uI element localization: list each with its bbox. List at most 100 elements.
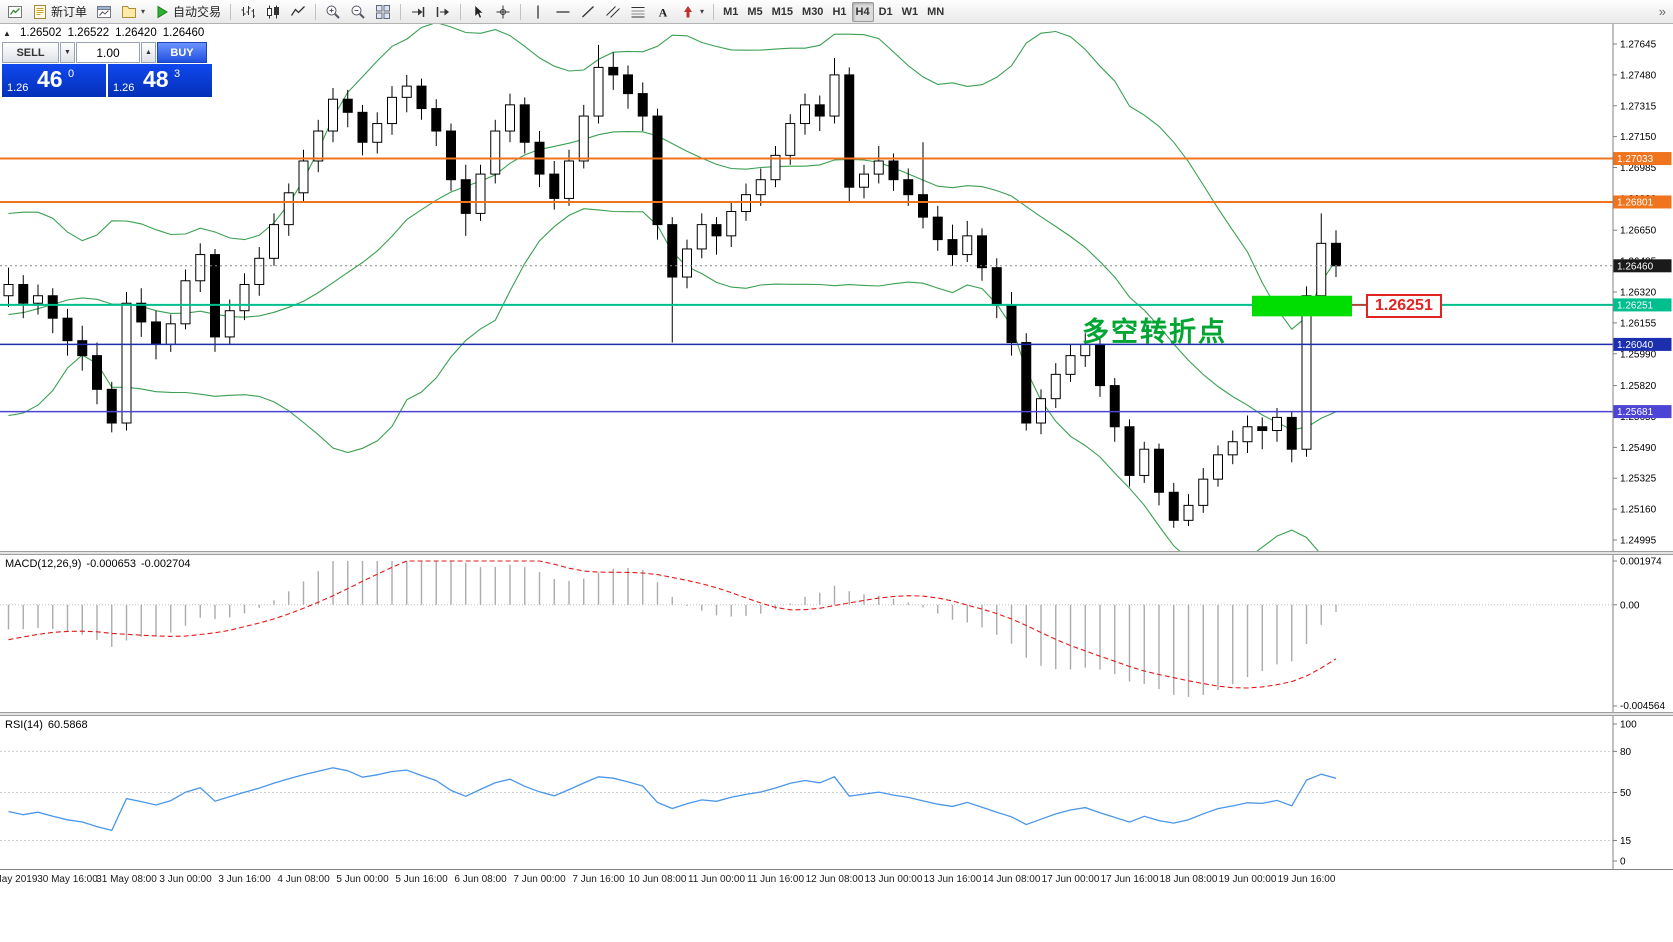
price-tag [1613, 337, 1672, 351]
panel-splitter-rsi[interactable] [0, 712, 1673, 716]
cursor-icon [474, 4, 484, 18]
profiles-icon [122, 5, 137, 18]
rsi-value: 60.5868 [47, 719, 88, 731]
time-axis-label: 30 May 2019 [0, 874, 38, 885]
svg-text:15: 15 [1620, 836, 1632, 847]
autotrading-button[interactable]: 自动交易 [150, 2, 225, 22]
toolbar-separator [713, 3, 715, 20]
svg-text:1.25820: 1.25820 [1620, 381, 1657, 392]
autotrading-button-label: 自动交易 [173, 5, 222, 19]
arrows-button[interactable]: ▾ [676, 2, 708, 22]
rsi-indicator-label: RSI(14) 60.5868 [5, 719, 93, 731]
text-icon: A [659, 5, 668, 19]
new-order-button[interactable]: 新订单 [28, 2, 91, 22]
bar-chart-button[interactable] [236, 2, 260, 22]
price-chart-canvas[interactable]: 1.27645 1.27480 1.27315 1.27150 1.26985 1.268… [0, 24, 1673, 551]
timeframe-m1-button[interactable]: M1 [719, 2, 742, 22]
time-axis-label: 12 Jun 08:00 [805, 874, 864, 885]
timeframe-mn-button[interactable]: MN [923, 2, 948, 22]
new-order-button-label: 新订单 [51, 5, 88, 19]
lot-decrease-button[interactable]: ▼ [60, 42, 75, 63]
app-icon-icon [8, 5, 22, 18]
macd-indicator-label: MACD(12,26,9) -0.000653 -0.002704 [5, 558, 196, 570]
sell-price-box[interactable]: 1.26 46 0 [2, 64, 106, 97]
timeframe-m5-button[interactable]: M5 [743, 2, 766, 22]
rsi-canvas[interactable]: 100 80 50 15 0 [0, 716, 1673, 869]
svg-text:1.24995: 1.24995 [1620, 536, 1657, 547]
timeframe-m15-button[interactable]: M15 [768, 2, 797, 22]
buy-button[interactable]: BUY [157, 42, 207, 63]
timeframe-d1-button[interactable]: D1 [875, 2, 897, 22]
tile-windows-button[interactable] [371, 2, 395, 22]
time-axis-label: 11 Jun 00:00 [687, 874, 746, 885]
price-tag [1613, 195, 1672, 209]
new-chart-icon [97, 5, 112, 18]
zoom-out-button[interactable] [346, 2, 370, 22]
one-click-trading-panel: SELL ▼ ▲ BUY 1.26 46 0 1.26 48 3 [2, 42, 214, 97]
time-axis-label: 3 Jun 00:00 [159, 874, 212, 885]
vertical-line-icon [537, 5, 539, 18]
time-axis-label: 7 Jun 00:00 [513, 874, 566, 885]
svg-text:A: A [659, 5, 668, 19]
zoom-in-button[interactable] [321, 2, 345, 22]
quote-panel-toggle[interactable]: ▲ [3, 29, 11, 38]
auto-scroll-button[interactable] [406, 2, 430, 22]
dropdown-caret-icon: ▾ [700, 7, 705, 16]
fibonacci-button[interactable] [626, 2, 650, 22]
timeframe-h1-button[interactable]: H1 [828, 2, 850, 22]
lot-size-input[interactable] [76, 42, 140, 63]
time-axis-label: 19 Jun 16:00 [1277, 874, 1336, 885]
chart-shift-button[interactable] [431, 2, 455, 22]
svg-text:1.27480: 1.27480 [1620, 70, 1657, 81]
toolbar-separator [315, 3, 317, 20]
ohlc-open: 1.26502 [20, 27, 62, 39]
arrows-icon [684, 5, 693, 17]
sell-button[interactable]: SELL [2, 42, 59, 63]
svg-text:1.26040: 1.26040 [1617, 340, 1654, 351]
new-order-icon [34, 4, 46, 19]
buy-price-box[interactable]: 1.26 48 3 [108, 64, 212, 97]
trendline-button[interactable] [576, 2, 600, 22]
toolbar-separator [520, 3, 522, 20]
text-button[interactable]: A [651, 2, 675, 22]
timeframe-m30-button[interactable]: M30 [798, 2, 827, 22]
svg-text:1.26985: 1.26985 [1620, 163, 1657, 174]
macd-main-value: -0.000653 [86, 558, 136, 570]
macd-canvas[interactable]: 0.001974 0.00 -0.004564 [0, 555, 1673, 712]
tile-windows-icon [376, 4, 391, 19]
crosshair-button[interactable] [491, 2, 515, 22]
svg-text:1.27033: 1.27033 [1617, 154, 1654, 165]
panel-splitter-macd[interactable] [0, 551, 1673, 555]
equidistant-channel-button[interactable] [601, 2, 625, 22]
time-axis-label: 19 Jun 00:00 [1218, 874, 1277, 885]
toolbar-overflow-icon[interactable]: » [1658, 4, 1666, 19]
timeframe-h4-button[interactable]: H4 [851, 1, 874, 22]
cursor-button[interactable] [466, 2, 490, 22]
svg-text:0.001974: 0.001974 [1620, 557, 1662, 568]
app-icon [3, 1, 27, 23]
sell-price-pips: 46 [37, 66, 63, 92]
time-axis-label: 30 May 16:00 [37, 874, 98, 885]
profiles-button[interactable]: ▾ [117, 2, 149, 22]
autotrading-icon [157, 5, 168, 18]
timeframe-w1-button[interactable]: W1 [898, 2, 923, 22]
chart-title: 1.26502 1.26522 1.26420 1.26460 [14, 27, 204, 39]
line-chart-button[interactable] [286, 2, 310, 22]
support-zone-rect[interactable] [1252, 295, 1352, 317]
lot-increase-button[interactable]: ▲ [141, 42, 156, 63]
time-axis-label: 5 Jun 16:00 [395, 874, 448, 885]
horizontal-line-button[interactable] [551, 2, 575, 22]
toolbar-separator [460, 3, 462, 20]
crosshair-icon [496, 5, 510, 18]
vertical-line-button[interactable] [526, 2, 550, 22]
zoom-in-icon [326, 5, 340, 19]
candlestick-button[interactable] [261, 2, 285, 22]
time-axis-label: 31 May 08:00 [96, 874, 157, 885]
new-chart-button[interactable] [92, 2, 116, 22]
ohlc-close: 1.26460 [162, 27, 205, 39]
buy-price-prefix: 1.26 [113, 82, 135, 94]
svg-text:0.00: 0.00 [1620, 600, 1640, 611]
time-axis-label: 14 Jun 08:00 [982, 874, 1041, 885]
buy-price-point: 3 [174, 68, 181, 80]
